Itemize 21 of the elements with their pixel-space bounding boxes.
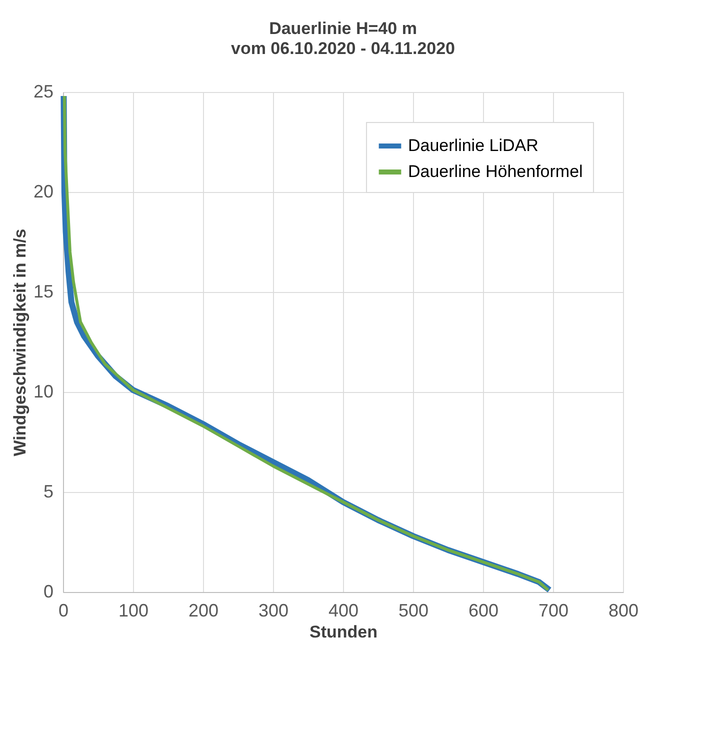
y-axis-title: Windgeschwindigkeit in m/s <box>10 228 30 456</box>
x-tick-label: 100 <box>118 600 149 620</box>
x-tick-label: 500 <box>398 600 429 620</box>
x-tick-label: 600 <box>468 600 499 620</box>
y-tick-label: 15 <box>33 282 54 302</box>
y-tick-label: 10 <box>33 382 54 402</box>
y-tick-label: 5 <box>43 482 54 502</box>
legend-label: Dauerline Höhenformel <box>408 162 583 181</box>
chart-subtitle: vom 06.10.2020 - 04.11.2020 <box>230 39 456 58</box>
x-tick-label: 700 <box>538 600 569 620</box>
x-tick-label: 800 <box>608 600 639 620</box>
x-tick-label: 0 <box>58 600 69 620</box>
y-tick-label: 25 <box>33 82 54 102</box>
legend-label: Dauerlinie LiDAR <box>408 136 538 155</box>
y-tick-label: 20 <box>33 182 54 202</box>
y-tick-label: 0 <box>43 582 54 602</box>
x-tick-label: 300 <box>258 600 289 620</box>
chart-title: Dauerlinie H=40 m <box>269 19 417 38</box>
x-axis-title: Stunden <box>310 622 378 642</box>
x-tick-label: 200 <box>188 600 219 620</box>
x-tick-label: 400 <box>328 600 359 620</box>
